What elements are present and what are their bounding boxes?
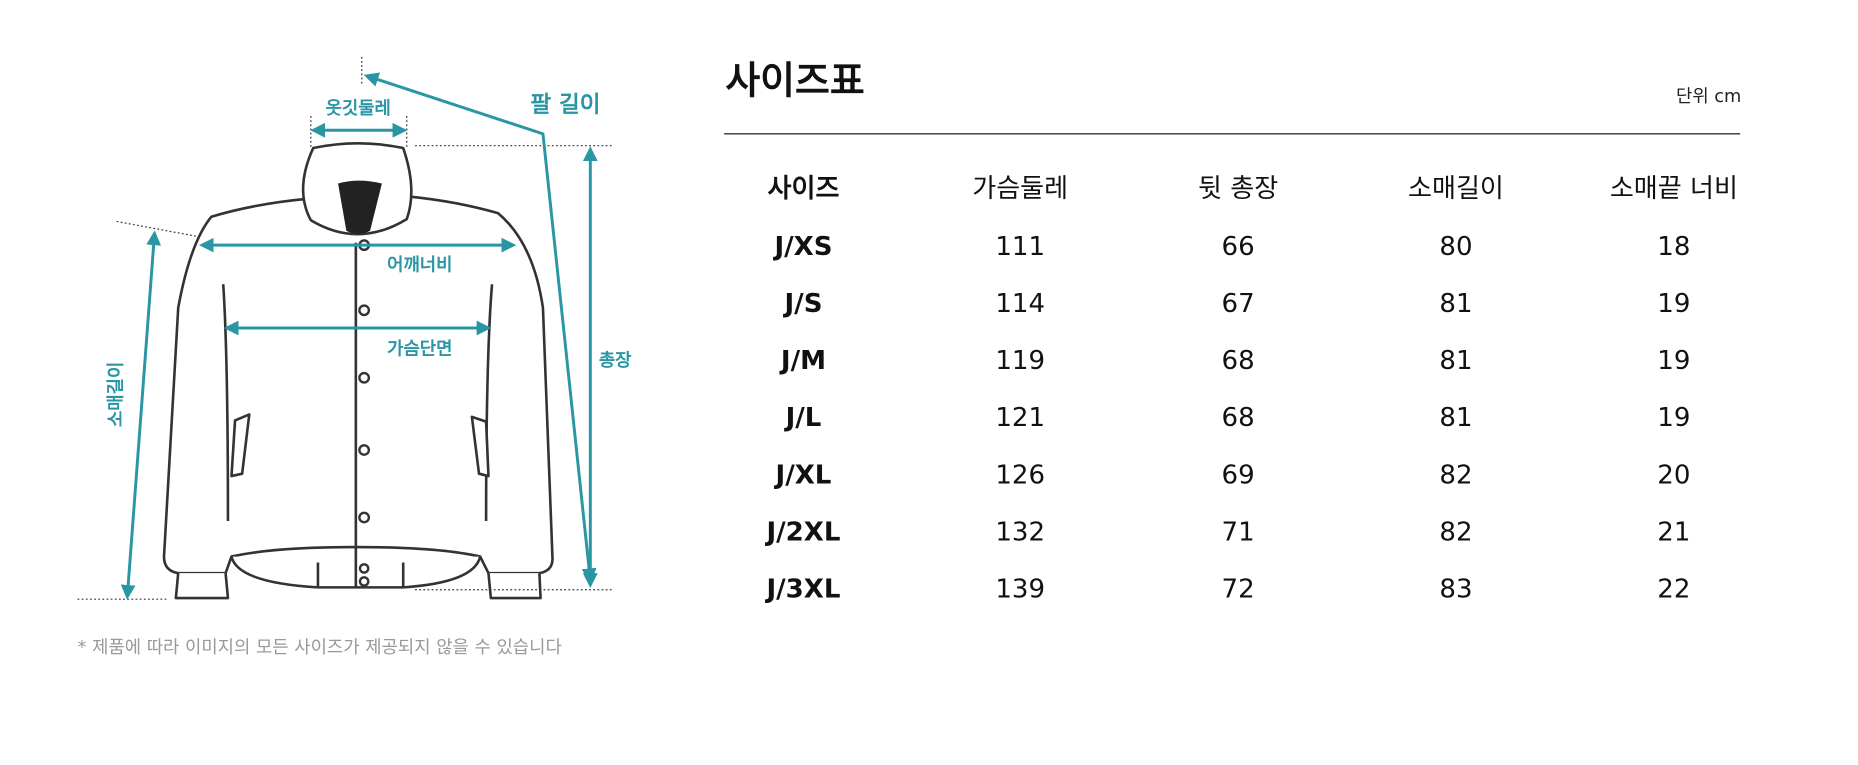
value-cell: 72	[1222, 574, 1255, 604]
header-cell: 가슴둘레	[972, 174, 1068, 204]
value-cell: 81	[1439, 289, 1472, 319]
value-cell: 20	[1657, 460, 1690, 490]
header-cell: 뒷 총장	[1198, 174, 1278, 204]
value-cell: 119	[995, 346, 1045, 376]
header-cell: 소매끝 너비	[1610, 174, 1738, 204]
value-cell: 68	[1222, 403, 1255, 433]
size-table: 사이즈 가슴둘레 뒷 총장 소매길이 소매끝 너비 J/XS 111 66 80 18 J/S 114…	[764, 174, 1737, 605]
value-cell: 22	[1657, 574, 1690, 604]
value-cell: 18	[1657, 232, 1690, 262]
chest-label: 가슴단면	[387, 338, 452, 359]
value-cell: 19	[1657, 346, 1690, 376]
value-cell: 68	[1222, 346, 1255, 376]
size-cell: J/3XL	[764, 574, 840, 604]
value-cell: 19	[1657, 403, 1690, 433]
size-cell: J/L	[784, 403, 822, 433]
size-cell: J/XS	[772, 232, 832, 262]
header-cell: 사이즈	[768, 174, 840, 204]
size-cell: J/2XL	[764, 517, 840, 547]
collar-label: 옷깃둘레	[326, 98, 391, 119]
value-cell: 81	[1439, 403, 1472, 433]
value-cell: 66	[1222, 232, 1255, 262]
table-title: 사이즈표	[725, 58, 864, 102]
size-cell: J/S	[782, 289, 822, 319]
size-cell: J/M	[779, 346, 826, 376]
value-cell: 67	[1222, 289, 1255, 319]
value-cell: 121	[995, 403, 1045, 433]
value-cell: 81	[1439, 346, 1472, 376]
shoulder-label: 어깨너비	[387, 254, 452, 275]
value-cell: 21	[1657, 517, 1690, 547]
size-cell: J/XL	[774, 460, 832, 490]
value-cell: 114	[995, 289, 1045, 319]
measure-guides	[77, 56, 614, 600]
value-cell: 19	[1657, 289, 1690, 319]
value-cell: 82	[1439, 460, 1472, 490]
arm-length-label: 팔 길이	[530, 92, 600, 118]
value-cell: 82	[1439, 517, 1472, 547]
value-cell: 139	[995, 574, 1045, 604]
unit: 단위 cm	[1676, 86, 1741, 107]
value-cell: 71	[1222, 517, 1255, 547]
total-label: 총장	[599, 350, 632, 371]
value-cell: 80	[1439, 232, 1472, 262]
value-cell: 111	[995, 232, 1045, 262]
jacket-illustration	[162, 141, 554, 600]
value-cell: 69	[1222, 460, 1255, 490]
header-cell: 소매길이	[1408, 174, 1504, 204]
value-cell: 126	[995, 460, 1045, 490]
note: * 제품에 따라 이미지의 모든 사이즈가 제공되지 않을 수 있습니다	[78, 637, 562, 658]
value-cell: 83	[1439, 574, 1472, 604]
value-cell: 132	[995, 517, 1045, 547]
sleeve-label: 소매길이	[105, 362, 127, 427]
